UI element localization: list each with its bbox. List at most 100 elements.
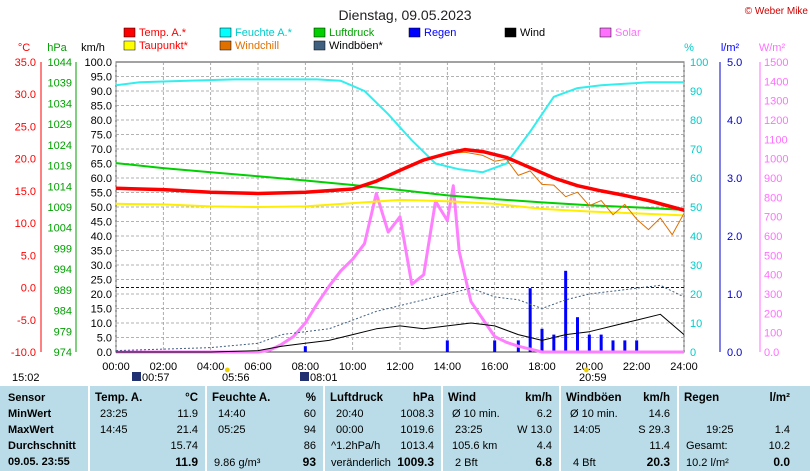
temp-min: 11.9 — [177, 408, 198, 420]
solar-axis-tick: 1400 — [764, 76, 788, 88]
wind-unit: km/h — [525, 392, 552, 404]
wind-r4-label: 2 Bft — [455, 457, 478, 469]
wind-axis-tick: 0.0 — [97, 347, 112, 359]
humidity-axis-tick: 70 — [690, 144, 702, 156]
pressure-axis-unit: hPa — [47, 42, 67, 54]
humidity-unit: % — [305, 392, 316, 404]
marker-b-icon — [300, 372, 309, 381]
rain-axis-tick: 4.0 — [727, 115, 742, 127]
temp-header: Temp. A. — [95, 392, 143, 404]
sunrise-icon: ● — [224, 364, 231, 376]
humidity-avg: 86 — [303, 440, 316, 452]
humidity-axis-tick: 80 — [690, 115, 702, 127]
temp-axis-tick: 25.0 — [15, 121, 36, 133]
series-tempa-line — [115, 147, 685, 212]
pressure-axis-tick: 994 — [54, 264, 72, 276]
rain-r4-label: 10.2 l/m² — [686, 457, 729, 469]
humidity-max: 94 — [303, 424, 316, 436]
gusts-r2-time: 14:05 — [573, 424, 601, 436]
rain-bar — [552, 334, 556, 352]
legend-label-solar: Solar — [615, 27, 641, 39]
sunset-time: 20:59 — [579, 372, 607, 384]
humidity-axis-tick: 10 — [690, 318, 702, 330]
wind-axis-tick: 25.0 — [91, 275, 112, 287]
solar-axis-tick: 1100 — [764, 134, 788, 146]
wind-current: 6.8 — [535, 455, 552, 469]
rain-bar — [528, 288, 532, 352]
chart-legend: Temp. A.*Taupunkt* Feuchte A.*Windchill Lu… — [123, 27, 641, 52]
wind-axis-tick: 20.0 — [91, 289, 112, 301]
pressure-tendency: veränderlich — [331, 457, 391, 469]
wind-axis-tick: 85.0 — [91, 101, 112, 113]
pressure-axis-tick: 1034 — [48, 98, 72, 110]
temp-min-time: 23:25 — [100, 408, 128, 420]
chart-title: Dienstag, 09.05.2023 — [338, 7, 471, 23]
wind-axis-tick: 35.0 — [91, 246, 112, 258]
pressure-header: Luftdruck — [330, 392, 384, 404]
wind-axis-tick: 55.0 — [91, 188, 112, 200]
humidity-header: Feuchte A. — [212, 392, 271, 404]
marker-a-icon — [132, 372, 141, 381]
rain-bar — [599, 334, 603, 352]
legend-label-temp: Temp. A.* — [139, 27, 187, 39]
wind-axis-tick: 100.0 — [84, 57, 112, 69]
pressure-axis-tick: 1004 — [48, 223, 72, 235]
solar-axis-tick: 700 — [764, 212, 782, 224]
humidity-min: 60 — [303, 408, 316, 420]
solar-axis-tick: 100 — [764, 328, 782, 340]
sun-timeline: 15:02 ● 05:56 ● 20:59 00:57 08:01 — [0, 364, 810, 386]
pressure-max: 1019.6 — [400, 424, 434, 436]
pressure-axis-tick: 1039 — [48, 78, 72, 90]
wind-axis-tick: 10.0 — [91, 318, 112, 330]
timeline-left-time: 15:02 — [12, 372, 40, 384]
pressure-min: 1008.3 — [400, 408, 434, 420]
pressure-axis-tick: 1019 — [48, 161, 72, 173]
statistics-table: Sensor MinWert MaxWert Durchschnitt 09.0… — [0, 386, 810, 471]
wind-r1-val: 6.2 — [536, 408, 552, 420]
legend-swatch-taupunkt — [123, 40, 136, 51]
pressure-trend: ^1.2hPa/h — [331, 440, 381, 452]
rain-r3-label: Gesamt: — [686, 440, 728, 452]
legend-label-luftdruck: Luftdruck — [329, 27, 375, 39]
temp-axis-tick: -10.0 — [11, 347, 36, 359]
pressure-min-time: 20:40 — [336, 408, 364, 420]
series-solar-line — [116, 184, 684, 354]
rain-axis-tick: 1.0 — [727, 289, 742, 301]
wind-axis-tick: 15.0 — [91, 304, 112, 316]
row-label-max: MaxWert — [8, 424, 54, 436]
rain-axis-tick: 3.0 — [727, 173, 742, 185]
wind-axis-tick: 90.0 — [91, 86, 112, 98]
gusts-r4-label: 4 Bft — [573, 457, 596, 469]
pressure-axis-tick: 1014 — [48, 181, 72, 193]
gusts-r3-val: 11.4 — [649, 440, 670, 452]
rain-bar — [445, 340, 449, 352]
rain-bar — [564, 270, 568, 352]
sunrise-time: 05:56 — [222, 372, 250, 384]
wind-axis-tick: 80.0 — [91, 115, 112, 127]
rain-bar — [576, 317, 579, 352]
temp-avg: 15.74 — [170, 440, 198, 452]
pressure-axis-tick: 989 — [54, 285, 72, 297]
wind-axis-tick: 95.0 — [91, 72, 112, 84]
wind-r3-val: 4.4 — [536, 440, 552, 452]
wind-r3-label: 105.6 km — [452, 440, 498, 452]
copyright-text: © Weber Mike — [745, 6, 809, 17]
humidity-axis-tick: 50 — [690, 202, 702, 214]
humidity-max-time: 05:25 — [218, 424, 246, 436]
humidity-abs: 9.86 g/m³ — [214, 457, 261, 469]
row-label-avg: Durchschnitt — [8, 440, 76, 452]
solar-axis-tick: 1500 — [764, 57, 788, 69]
solar-axis-tick: 200 — [764, 308, 782, 320]
rain-axis-unit: l/m² — [721, 42, 740, 54]
marker-a-time: 00:57 — [142, 372, 170, 384]
gusts-r1-label: Ø 10 min. — [570, 408, 618, 420]
rain-bar — [303, 346, 307, 352]
rain-axis-tick: 0.0 — [727, 347, 742, 359]
legend-swatch-windboeen — [313, 40, 326, 51]
solar-axis-tick: 400 — [764, 270, 782, 282]
temp-max-time: 14:45 — [100, 424, 128, 436]
pressure-axis-tick: 979 — [54, 326, 72, 338]
humidity-axis-tick: 0 — [690, 347, 696, 359]
humidity-axis-tick: 40 — [690, 231, 702, 243]
chart-series — [115, 78, 685, 354]
